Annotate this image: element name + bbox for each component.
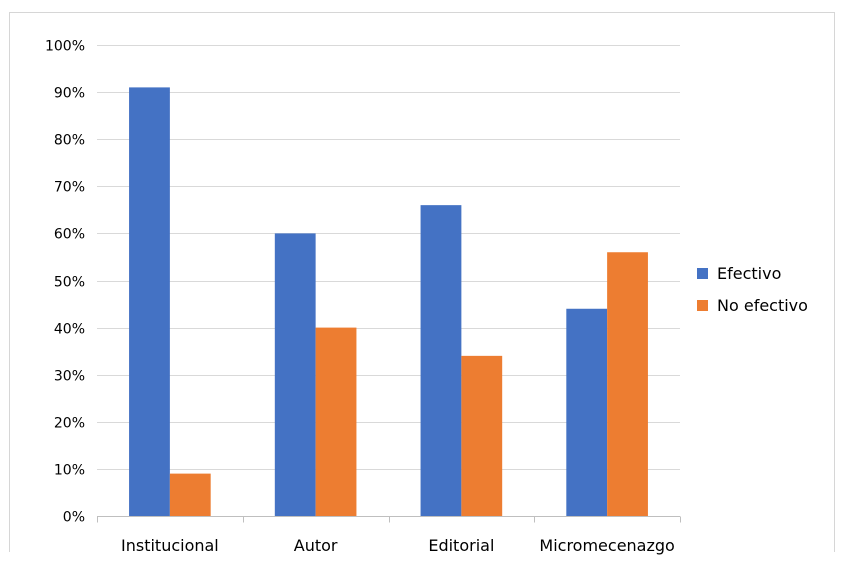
axes bbox=[97, 516, 681, 523]
legend-label: No efectivo bbox=[717, 296, 808, 315]
y-tick-label: 20% bbox=[54, 416, 85, 432]
y-tick-label: 100% bbox=[45, 39, 85, 55]
bar-no-efectivo bbox=[315, 327, 357, 516]
legend-swatch bbox=[697, 300, 708, 311]
x-category-label: Micromecenazgo bbox=[539, 536, 674, 555]
bar-no-efectivo bbox=[169, 473, 211, 516]
gridlines bbox=[97, 45, 680, 470]
x-category-label: Editorial bbox=[428, 536, 494, 555]
bar-efectivo bbox=[129, 87, 170, 516]
bar-no-efectivo bbox=[461, 355, 503, 516]
x-category-labels: Institucional Autor Editorial Micromecenazg… bbox=[121, 536, 675, 555]
chart-frame bbox=[9, 12, 835, 552]
y-tick-label: 40% bbox=[54, 322, 85, 338]
y-tick-label: 60% bbox=[54, 227, 85, 243]
y-tick-label: 30% bbox=[54, 369, 85, 385]
y-tick-label: 70% bbox=[54, 180, 85, 196]
bar-no-efectivo bbox=[607, 252, 648, 517]
legend-label: Efectivo bbox=[717, 264, 781, 283]
y-tick-label: 50% bbox=[54, 275, 85, 291]
bar-efectivo bbox=[420, 205, 462, 516]
y-tick-label: 0% bbox=[63, 510, 85, 526]
y-tick-labels: 0% 10% 20% 30% 40% 50% 60% 70% 80% 90% 100% bbox=[45, 39, 85, 526]
x-category-label: Autor bbox=[294, 536, 338, 555]
bars bbox=[129, 87, 648, 517]
bar-efectivo bbox=[274, 233, 316, 516]
legend: Efectivo No efectivo bbox=[697, 264, 808, 315]
x-category-label: Institucional bbox=[121, 536, 219, 555]
y-tick-label: 10% bbox=[54, 463, 85, 479]
y-tick-label: 80% bbox=[54, 133, 85, 149]
legend-swatch bbox=[697, 268, 708, 279]
bar-efectivo bbox=[566, 308, 608, 516]
y-tick-label: 90% bbox=[54, 86, 85, 102]
